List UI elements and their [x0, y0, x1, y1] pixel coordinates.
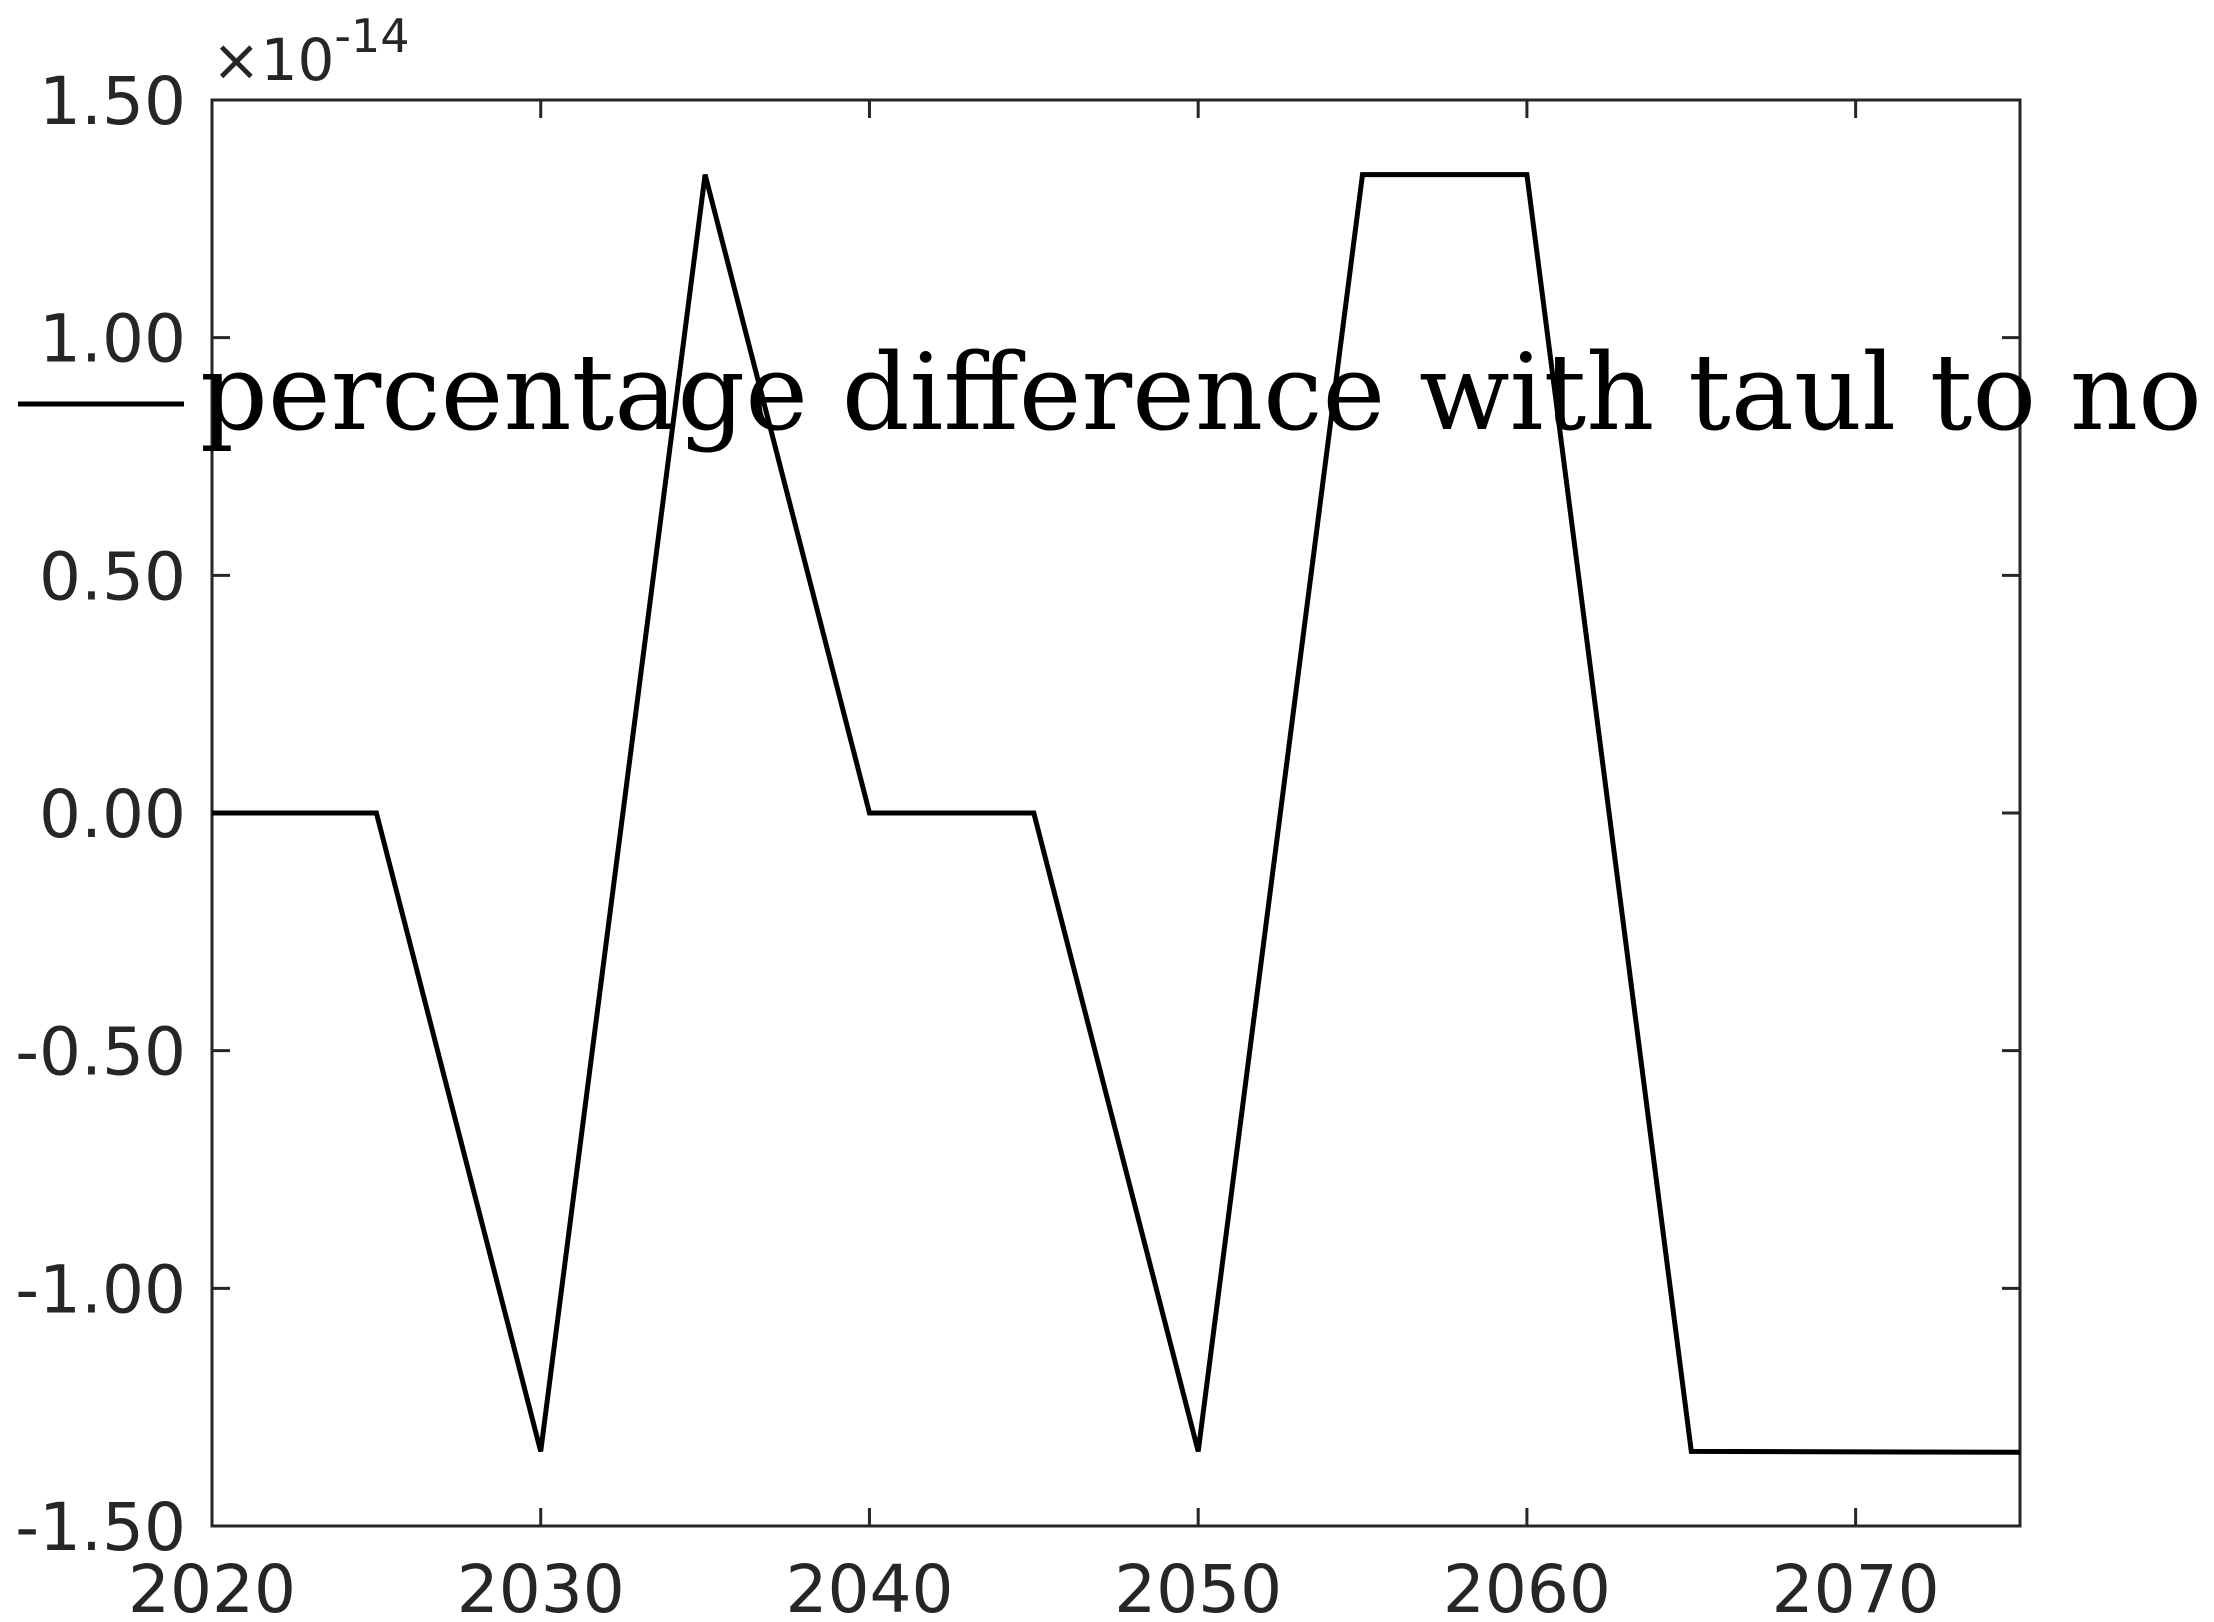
y-tick-label: 1.50	[39, 63, 186, 140]
legend: percentage difference with taul to no ta…	[18, 331, 2214, 454]
y-axis-multiplier: ×10-14	[212, 9, 410, 94]
y-tick-label: -0.50	[15, 1014, 186, 1091]
y-axis-ticks: -1.50 -1.00 -0.50 0.00 0.50 1.00 1.50	[15, 63, 2020, 1566]
x-tick-label: 2050	[1114, 1551, 1282, 1622]
x-tick-label: 2020	[128, 1551, 296, 1622]
series-line	[212, 172, 2021, 1455]
series-layer	[212, 172, 2021, 1455]
y-tick-label: 1.00	[39, 301, 186, 378]
y-tick-label: 0.00	[39, 776, 186, 853]
x-axis-ticks: 2020 2030 2040 2050 2060 2070	[128, 100, 1940, 1622]
y-tick-label: -1.50	[15, 1489, 186, 1566]
x-tick-label: 2040	[785, 1551, 953, 1622]
y-axis-multiplier-base: ×10	[212, 26, 334, 94]
x-tick-label: 2070	[1772, 1551, 1940, 1622]
y-tick-label: 0.50	[39, 538, 186, 615]
x-tick-label: 2030	[457, 1551, 625, 1622]
y-axis-multiplier-exponent: -14	[334, 9, 409, 63]
x-tick-label: 2060	[1443, 1551, 1611, 1622]
legend-label: percentage difference with taul to no ta…	[200, 331, 2214, 454]
y-tick-label: -1.00	[15, 1251, 186, 1328]
plot-area-border	[210, 98, 2022, 1528]
